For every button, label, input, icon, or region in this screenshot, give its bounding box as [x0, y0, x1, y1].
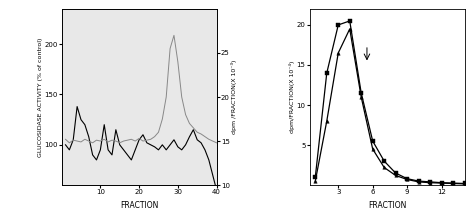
X-axis label: FRACTION: FRACTION: [120, 201, 158, 210]
Y-axis label: GLUCOSIDASE ACTIVITY (% of control): GLUCOSIDASE ACTIVITY (% of control): [37, 37, 43, 157]
X-axis label: FRACTION: FRACTION: [368, 201, 406, 210]
Y-axis label: dpm /FRACTION(X 10⁻³): dpm /FRACTION(X 10⁻³): [231, 60, 237, 134]
Y-axis label: dpm/FRACTION(X 10⁻⁴): dpm/FRACTION(X 10⁻⁴): [289, 61, 295, 133]
